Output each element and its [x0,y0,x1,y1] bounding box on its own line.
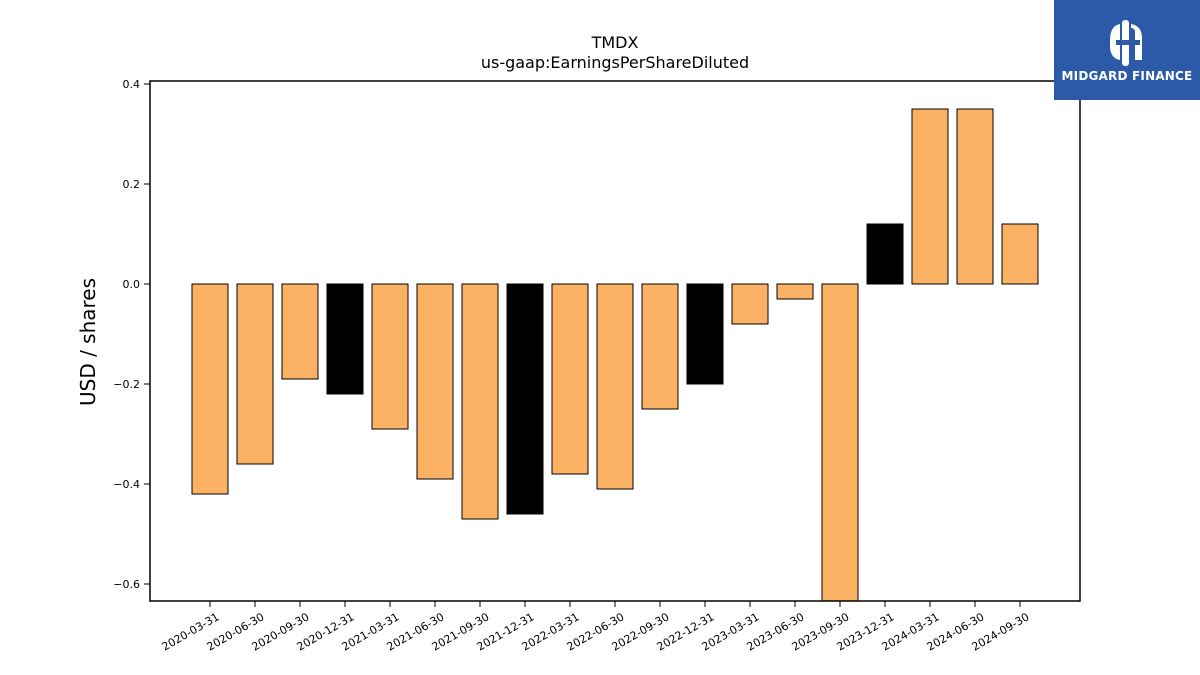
bar-2020-12-31 [326,283,364,395]
chart-title: TMDX [591,33,639,52]
bar-2022-09-30 [641,283,679,410]
bar-2023-03-31 [731,283,769,325]
bar-2024-03-31 [911,108,949,285]
bar-2024-09-30 [1001,223,1039,285]
bar-2020-06-30 [236,283,274,465]
bar-2020-03-31 [191,283,229,495]
bar-2023-09-30 [821,283,859,602]
bar-2021-03-31 [371,283,409,430]
chart-subtitle: us-gaap:EarningsPerShareDiluted [481,53,749,72]
y-ticks-group: 0.4 0.2 0.0 −0.2 −0.4 −0.6 [113,78,150,591]
x-ticks-group: 2020-03-312020-06-302020-09-302020-12-31… [160,601,1032,654]
midgard-logo-mark-icon [1110,20,1142,66]
bar-2021-06-30 [416,283,454,480]
bars-group [191,108,1039,602]
bar-2024-06-30 [956,108,994,285]
logo-text: MIDGARD FINANCE [1061,69,1193,83]
plot-frame [149,80,1081,602]
bar-2022-03-31 [551,283,589,475]
y-tick-label: −0.4 [113,478,140,491]
y-tick-label: 0.4 [123,78,141,91]
y-tick-label: 0.0 [123,278,141,291]
bar-2023-06-30 [776,283,814,300]
bar-2020-09-30 [281,283,319,380]
y-tick-label: −0.6 [113,578,140,591]
y-tick-label: −0.2 [113,378,140,391]
y-axis-label: USD / shares [76,278,100,406]
y-tick-label: 0.2 [123,178,141,191]
bar-2022-12-31 [686,283,724,385]
bar-2023-12-31 [866,223,904,285]
bar-2021-12-31 [506,283,544,515]
bar-2021-09-30 [461,283,499,520]
bar-2022-06-30 [596,283,634,490]
midgard-finance-logo: MIDGARD FINANCE [1054,0,1200,100]
